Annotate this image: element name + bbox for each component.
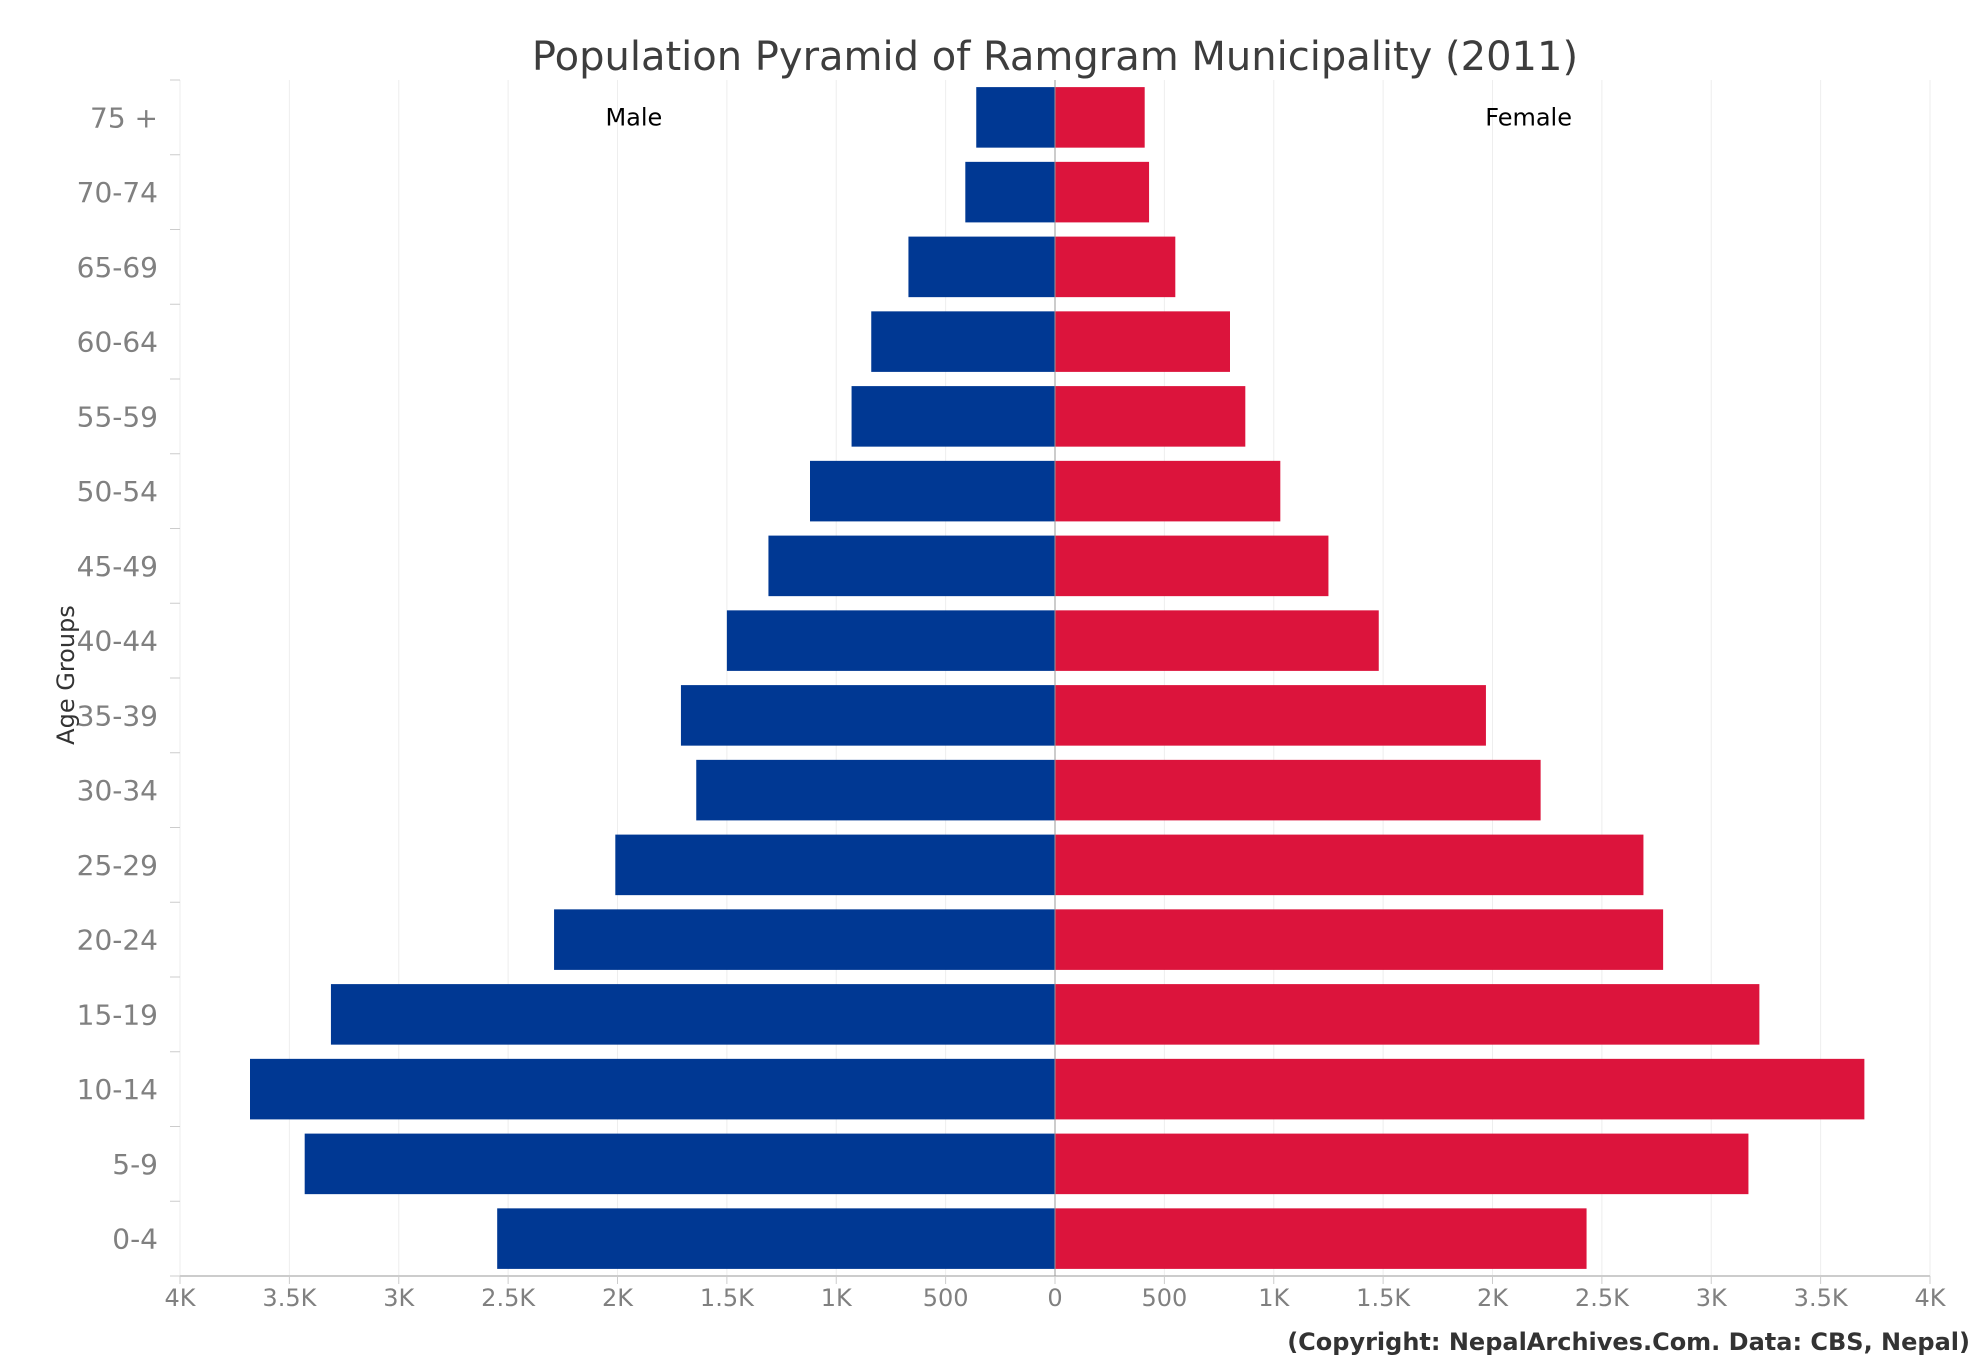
x-tick-label: 4K — [1914, 1284, 1946, 1312]
age-group-label: 65-69 — [77, 251, 158, 284]
chart-title: Population Pyramid of Ramgram Municipali… — [532, 34, 1578, 80]
x-tick-label: 3K — [383, 1284, 415, 1312]
bar-male-30-34 — [696, 759, 1055, 821]
age-group-label: 75 + — [90, 101, 158, 134]
bar-female-20-24 — [1055, 909, 1664, 970]
x-tick-label: 4K — [164, 1284, 196, 1312]
bar-female-35-39 — [1055, 685, 1486, 746]
x-tick-label: 0 — [1047, 1284, 1062, 1312]
bar-male-20-24 — [554, 909, 1055, 970]
bar-male-40-44 — [726, 610, 1055, 671]
bar-female-75 — [1055, 87, 1145, 148]
x-tick-labels: 4K 3.5K 3K 2.5K 2K 1.5K 1K 500 0 500 1K 1.5K 2K 2.5K 3… — [164, 1276, 1947, 1312]
bar-male-25-29 — [615, 834, 1055, 896]
bar-female-50-54 — [1055, 460, 1281, 522]
age-group-label: 15-19 — [77, 998, 158, 1031]
x-tick-label: 1K — [821, 1284, 853, 1312]
bar-female-15-19 — [1055, 984, 1760, 1045]
age-group-label: 10-14 — [77, 1073, 158, 1106]
x-tick-label: 1.5K — [700, 1284, 755, 1312]
bar-female-45-49 — [1055, 535, 1329, 597]
bar-male-50-54 — [810, 460, 1055, 522]
x-tick-label: 3K — [1696, 1284, 1728, 1312]
bar-male-75 — [976, 87, 1055, 148]
age-group-label: 35-39 — [77, 699, 158, 732]
age-group-label: 40-44 — [77, 625, 158, 658]
x-tick-label: 2K — [602, 1284, 634, 1312]
x-tick-label: 2K — [1477, 1284, 1509, 1312]
bar-male-65-69 — [908, 236, 1055, 298]
x-tick-label: 3.5K — [1794, 1284, 1849, 1312]
female-series-label: Female — [1485, 103, 1572, 131]
age-group-label: 20-24 — [77, 924, 158, 957]
x-tick-label: 1K — [1258, 1284, 1290, 1312]
age-group-label: 60-64 — [77, 326, 158, 359]
bar-female-10-14 — [1055, 1058, 1865, 1120]
bar-female-30-34 — [1055, 759, 1541, 821]
y-axis-title: Age Groups — [52, 605, 80, 745]
x-tick-label: 500 — [923, 1284, 969, 1312]
x-tick-label: 500 — [1141, 1284, 1187, 1312]
age-group-label: 70-74 — [77, 176, 158, 209]
bar-male-10-14 — [250, 1058, 1055, 1120]
bar-male-0-4 — [497, 1208, 1055, 1269]
age-group-label: 5-9 — [112, 1148, 158, 1181]
bar-female-0-4 — [1055, 1208, 1587, 1269]
x-tick-label: 2.5K — [1575, 1284, 1630, 1312]
age-group-label: 50-54 — [77, 475, 158, 508]
bar-male-15-19 — [330, 984, 1055, 1045]
bar-male-45-49 — [768, 535, 1055, 597]
bar-female-70-74 — [1055, 161, 1150, 223]
bar-male-5-9 — [304, 1133, 1055, 1195]
bar-female-25-29 — [1055, 834, 1644, 896]
age-group-label: 25-29 — [77, 849, 158, 882]
age-group-label: 0-4 — [112, 1223, 158, 1256]
bar-male-70-74 — [965, 161, 1055, 223]
bar-male-35-39 — [680, 685, 1055, 746]
bar-female-5-9 — [1055, 1133, 1749, 1195]
credit-text: (Copyright: NepalArchives.Com. Data: CBS… — [1287, 1328, 1970, 1356]
bar-female-40-44 — [1055, 610, 1379, 671]
bars — [250, 87, 1865, 1269]
bar-male-60-64 — [871, 311, 1055, 372]
age-group-label: 30-34 — [77, 774, 158, 807]
male-series-label: Male — [605, 103, 662, 131]
age-group-label: 55-59 — [77, 400, 158, 433]
age-group-labels: 75 + 70-74 65-69 60-64 55-59 50-54 45-49 40-44 3… — [77, 101, 158, 1255]
x-tick-label: 3.5K — [262, 1284, 317, 1312]
bar-female-55-59 — [1055, 386, 1246, 447]
bar-female-65-69 — [1055, 236, 1176, 298]
bar-male-55-59 — [851, 386, 1055, 447]
age-group-label: 45-49 — [77, 550, 158, 583]
x-tick-label: 2.5K — [481, 1284, 536, 1312]
x-tick-label: 1.5K — [1356, 1284, 1411, 1312]
bar-female-60-64 — [1055, 311, 1230, 372]
